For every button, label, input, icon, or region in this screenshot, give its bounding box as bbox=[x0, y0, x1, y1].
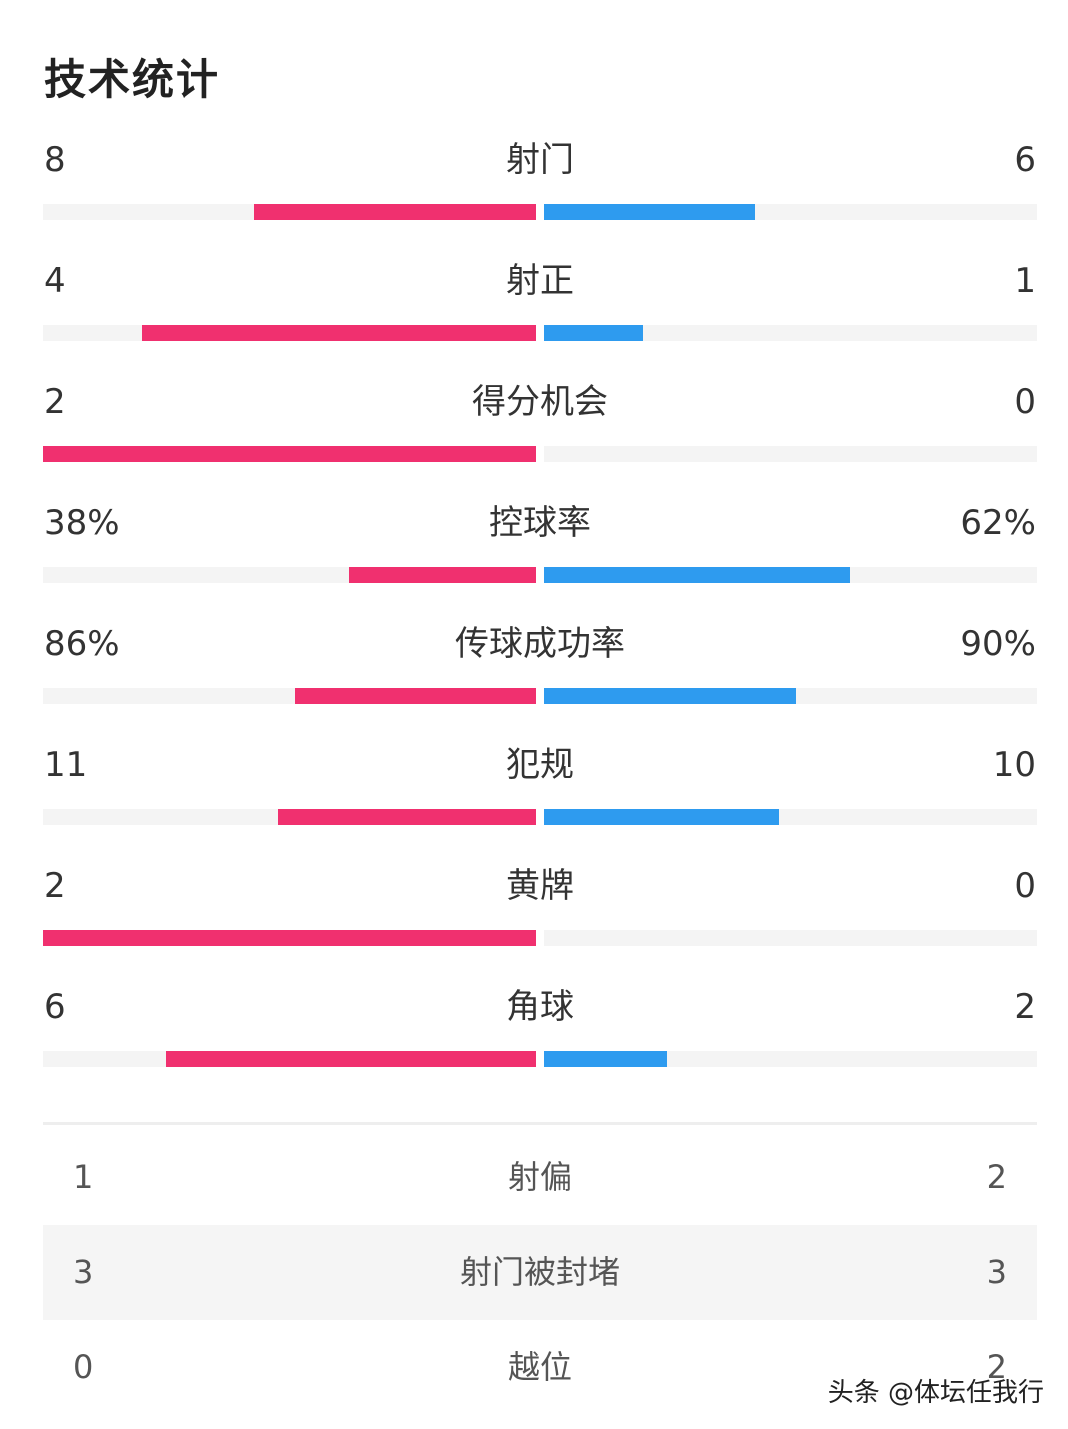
home-bar bbox=[254, 204, 536, 220]
away-bar-track bbox=[544, 325, 1037, 341]
stat-row: 得分机会 2 0 bbox=[0, 376, 1068, 497]
away-bar-track bbox=[544, 204, 1037, 220]
stat-label: 得分机会 bbox=[472, 382, 608, 422]
away-value: 1 bbox=[1014, 261, 1036, 301]
away-bar-track bbox=[544, 1051, 1037, 1067]
stat-row: 控球率 38% 62% bbox=[0, 497, 1068, 618]
stat-row: 射正 4 1 bbox=[0, 255, 1068, 376]
stat-label: 越位 bbox=[507, 1348, 572, 1386]
stat-label: 传球成功率 bbox=[455, 624, 625, 664]
home-bar bbox=[277, 809, 536, 825]
home-bar-track bbox=[43, 688, 536, 704]
home-bar bbox=[166, 1051, 536, 1067]
divider bbox=[43, 1122, 1037, 1125]
home-value: 4 bbox=[44, 261, 66, 301]
home-value: 1 bbox=[73, 1158, 94, 1196]
stat-label: 黄牌 bbox=[506, 866, 574, 906]
home-bar-track bbox=[43, 325, 536, 341]
home-bar-track bbox=[43, 446, 536, 462]
away-value: 6 bbox=[1014, 140, 1036, 180]
page-title: 技术统计 bbox=[44, 55, 221, 104]
away-bar-track bbox=[544, 567, 1037, 583]
away-value: 10 bbox=[992, 745, 1036, 785]
stat-row: 射门 8 6 bbox=[0, 134, 1068, 255]
stat-label: 射偏 bbox=[507, 1158, 572, 1196]
away-bar-track bbox=[544, 688, 1037, 704]
home-value: 3 bbox=[73, 1253, 94, 1291]
stat-row: 传球成功率 86% 90% bbox=[0, 618, 1068, 739]
table-row: 射门被封堵 3 3 bbox=[43, 1225, 1037, 1320]
home-bar-track bbox=[43, 930, 536, 946]
away-bar bbox=[544, 204, 756, 220]
away-value: 62% bbox=[960, 503, 1036, 543]
home-value: 0 bbox=[73, 1348, 94, 1386]
stat-row: 黄牌 2 0 bbox=[0, 860, 1068, 981]
away-bar bbox=[544, 567, 850, 583]
away-bar-track bbox=[544, 930, 1037, 946]
away-bar-track bbox=[544, 809, 1037, 825]
away-value: 2 bbox=[1014, 987, 1036, 1027]
home-bar bbox=[295, 688, 536, 704]
stat-row: 角球 6 2 bbox=[0, 981, 1068, 1102]
home-bar bbox=[43, 446, 536, 462]
home-value: 8 bbox=[44, 140, 66, 180]
away-value: 90% bbox=[960, 624, 1036, 664]
home-value: 2 bbox=[44, 866, 66, 906]
home-bar bbox=[348, 567, 536, 583]
home-bar-track bbox=[43, 809, 536, 825]
home-bar-track bbox=[43, 1051, 536, 1067]
watermark: 头条 @体坛任我行 bbox=[827, 1378, 1044, 1408]
home-bar bbox=[43, 930, 536, 946]
away-value: 2 bbox=[986, 1348, 1007, 1386]
away-bar bbox=[544, 325, 643, 341]
home-value: 86% bbox=[44, 624, 120, 664]
away-bar-track bbox=[544, 446, 1037, 462]
away-value: 3 bbox=[986, 1253, 1007, 1291]
home-value: 2 bbox=[44, 382, 66, 422]
home-value: 38% bbox=[44, 503, 120, 543]
stat-label: 射门 bbox=[506, 140, 574, 180]
stat-label: 射正 bbox=[506, 261, 574, 301]
away-value: 0 bbox=[1014, 382, 1036, 422]
away-bar bbox=[544, 688, 797, 704]
stat-label: 犯规 bbox=[506, 745, 574, 785]
away-value: 0 bbox=[1014, 866, 1036, 906]
away-bar bbox=[544, 1051, 668, 1067]
stat-row: 犯规 11 10 bbox=[0, 739, 1068, 860]
home-value: 6 bbox=[44, 987, 66, 1027]
home-value: 11 bbox=[44, 745, 88, 785]
away-value: 2 bbox=[986, 1158, 1007, 1196]
stat-label: 角球 bbox=[506, 987, 574, 1027]
stat-label: 射门被封堵 bbox=[459, 1253, 620, 1291]
stat-label: 控球率 bbox=[489, 503, 591, 543]
home-bar bbox=[141, 325, 536, 341]
table-row: 越位 0 2 bbox=[43, 1320, 1037, 1415]
home-bar-track bbox=[43, 567, 536, 583]
table-row: 射偏 1 2 bbox=[43, 1130, 1037, 1225]
home-bar-track bbox=[43, 204, 536, 220]
away-bar bbox=[544, 809, 779, 825]
